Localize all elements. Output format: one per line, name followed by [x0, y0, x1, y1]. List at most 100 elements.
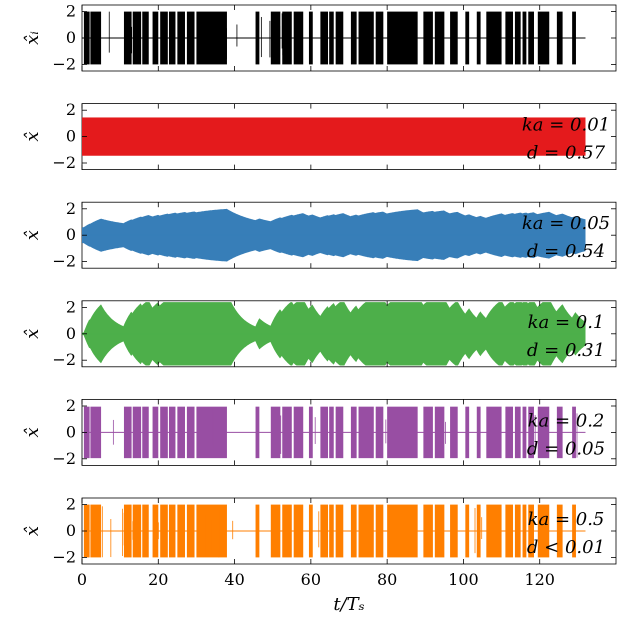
y-tick-label: 0: [66, 127, 76, 146]
signal-burst: [387, 406, 418, 459]
y-axis-label: x̂: [22, 329, 43, 339]
signal-burst: [522, 11, 527, 65]
x-axis-ticks: 0 20 40 60 80 100 120: [77, 570, 555, 589]
signal-burst: [537, 11, 550, 65]
y-tick-label: 0: [66, 521, 76, 540]
signal-burst: [123, 406, 132, 459]
annotation-ka: ka = 0.1: [528, 312, 605, 333]
x-tick-label: 40: [224, 570, 244, 589]
signal-burst: [528, 406, 534, 459]
signal-burst: [514, 406, 521, 459]
x-tick-label: 80: [377, 570, 397, 589]
annotation-d: d = 0.05: [527, 438, 605, 459]
y-tick-label: 2: [66, 495, 76, 514]
annotation-ka: ka = 0.5: [528, 509, 605, 530]
signal-burst: [123, 11, 132, 65]
signal-burst: [335, 406, 344, 459]
y-tick-label: 2: [66, 199, 76, 218]
signal-burst: [350, 11, 357, 65]
panel-4: 2 0 −2 x̂ ka = 0.1 d = 0.31: [22, 297, 617, 369]
signal-burst: [514, 504, 521, 558]
signal-series: [82, 302, 586, 366]
signal-burst: [486, 504, 502, 558]
signal-series: [82, 504, 586, 558]
annotation-ka: ka = 0.05: [522, 213, 610, 234]
signal-burst: [350, 406, 357, 459]
signal-burst: [358, 11, 374, 65]
signal-burst: [465, 504, 470, 558]
annotation-d: d = 0.54: [527, 241, 605, 262]
annotation-ka: ka = 0.01: [522, 115, 610, 136]
signal-burst: [177, 11, 185, 65]
y-tick-label: −2: [52, 547, 76, 566]
signal-burst: [320, 406, 329, 459]
y-axis-label: x̂: [22, 427, 43, 437]
annotation-ka: ka = 0.2: [528, 410, 605, 431]
y-tick-label: 2: [66, 100, 76, 119]
signal-burst: [293, 11, 304, 65]
signal-burst: [335, 504, 344, 558]
signal-burst: [572, 11, 576, 65]
signal-burst: [282, 504, 292, 558]
signal-burst: [186, 406, 195, 459]
signal-burst: [537, 504, 550, 558]
signal-burst: [282, 11, 292, 65]
signal-burst: [142, 504, 149, 558]
signal-burst: [152, 11, 159, 65]
signal-burst: [90, 406, 102, 459]
signal-burst: [350, 504, 357, 558]
signal-burst: [186, 504, 195, 558]
panel-5: 2 0 −2 x̂ ka = 0.2 d = 0.05: [22, 396, 617, 468]
y-axis-label: x̂: [22, 526, 43, 536]
signal-burst: [152, 406, 159, 459]
signal-burst: [505, 11, 514, 65]
signal-burst: [465, 11, 470, 65]
signal-burst: [572, 504, 576, 558]
panel-2: 2 0 −2 x̂ ka = 0.01 d = 0.57: [22, 100, 617, 172]
signal-burst: [572, 406, 576, 459]
signal-series: [82, 208, 586, 262]
panel-1: 2 0 −2 x̂ᵢ: [22, 2, 617, 73]
x-tick-label: 0: [77, 570, 87, 589]
signal-burst: [293, 406, 304, 459]
signal-burst: [476, 406, 481, 459]
signal-burst: [308, 406, 313, 459]
signal-series: [82, 117, 586, 156]
y-axis-label: x̂: [22, 230, 43, 240]
signal-burst: [132, 11, 142, 65]
signal-burst: [177, 406, 185, 459]
signal-burst: [537, 406, 550, 459]
signal-burst: [387, 504, 418, 558]
signal-burst: [142, 11, 149, 65]
signal-burst: [270, 11, 281, 65]
x-tick-label: 100: [448, 570, 479, 589]
signal-burst: [465, 406, 470, 459]
y-tick-label: 0: [66, 28, 76, 47]
y-tick-label: −2: [52, 350, 76, 369]
signal-band: [82, 117, 586, 156]
x-tick-label: 20: [148, 570, 168, 589]
annotation-d: d < 0.01: [527, 537, 605, 558]
panel-6: 2 0 −2 x̂ ka = 0.5 d < 0.01: [22, 495, 617, 566]
signal-burst: [132, 504, 142, 558]
y-tick-label: 2: [66, 297, 76, 316]
signal-burst: [329, 504, 334, 558]
signal-burst: [160, 11, 168, 65]
x-axis-label: t/Tₛ: [333, 594, 364, 615]
signal-burst: [450, 504, 458, 558]
signal-burst: [486, 406, 502, 459]
annotation-d: d = 0.31: [527, 340, 605, 361]
signal-burst: [375, 504, 384, 558]
y-tick-label: −2: [52, 54, 76, 73]
signal-burst: [90, 504, 102, 558]
signal-burst: [320, 11, 329, 65]
signal-burst: [358, 406, 374, 459]
panels: 2 0 −2 x̂ᵢ 2 0 −2 x̂ ka = 0.01 d = 0.57 2 0 −2 x̂ ka =…: [22, 2, 617, 566]
signal-burst: [556, 504, 563, 558]
signal-burst: [293, 504, 304, 558]
signal-burst: [486, 11, 502, 65]
signal-burst: [90, 11, 102, 65]
y-axis-label: x̂ᵢ: [22, 31, 43, 45]
signal-burst: [152, 504, 159, 558]
